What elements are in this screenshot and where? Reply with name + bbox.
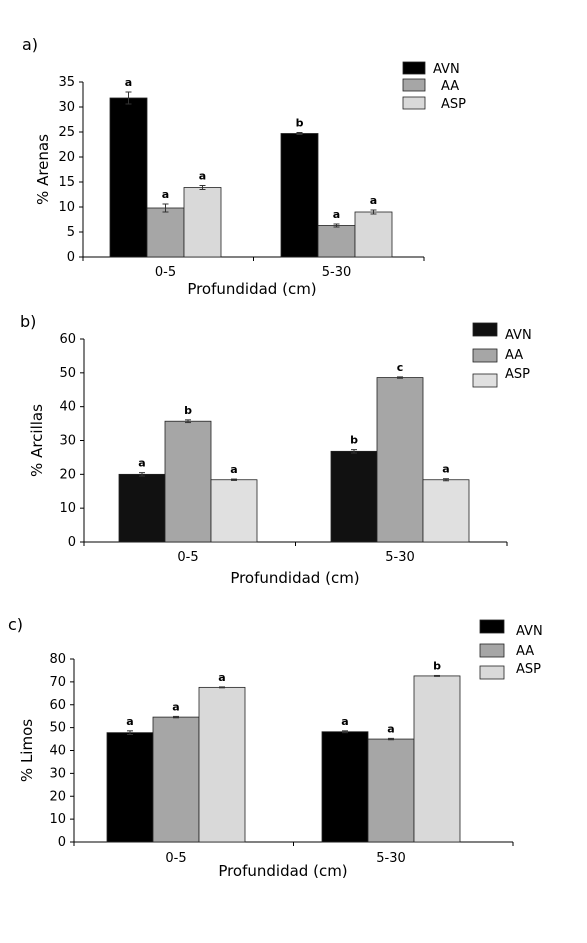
significance-label: b [296,117,304,130]
legend-label: AVN [505,328,532,343]
bar [422,479,470,543]
legend-swatch [472,373,498,388]
y-tick-label: 30 [59,434,76,449]
y-tick-label: 50 [59,366,76,381]
y-tick-label: 35 [58,75,75,90]
y-tick-label: 10 [59,501,76,516]
legend-label: ASP [505,367,530,382]
y-tick-label: 70 [49,675,66,690]
significance-label: b [433,659,441,672]
significance-label: a [199,170,206,183]
significance-label: b [350,434,358,447]
y-tick-label: 10 [49,812,66,827]
y-axis-title: % Arcillas [28,404,46,477]
y-tick-label: 60 [59,332,76,347]
bar [164,420,212,543]
significance-label: a [341,715,348,728]
bar [146,207,185,258]
bar [210,479,258,543]
bar [321,731,369,843]
panel-label: c) [8,615,23,634]
legend-label: AA [505,348,523,363]
x-axis-title: Profundidad (cm) [187,280,316,298]
significance-label: a [333,208,340,221]
legend-label: AVN [433,62,460,77]
y-tick-label: 0 [58,835,66,850]
y-tick-label: 40 [59,400,76,415]
bar [152,716,200,843]
y-axis-title: % Limos [18,719,36,782]
legend-swatch [479,643,505,658]
y-tick-label: 20 [59,467,76,482]
significance-label: a [387,722,394,735]
significance-label: a [162,188,169,201]
x-axis-title: Profundidad (cm) [230,569,359,587]
bar [413,675,461,843]
legend-swatch [402,61,426,75]
panel-label: b) [20,312,36,331]
significance-label: a [126,715,133,728]
y-tick-label: 5 [67,225,75,240]
x-tick-label: 5-30 [385,550,415,565]
significance-label: a [172,700,179,713]
panel-label: a) [22,35,38,54]
bar [198,686,246,843]
bar [280,133,319,258]
y-tick-label: 80 [49,652,66,667]
significance-label: a [442,463,449,476]
y-axis-title: % Arenas [34,134,52,205]
y-tick-label: 40 [49,744,66,759]
significance-label: a [218,671,225,684]
significance-label: a [370,194,377,207]
y-tick-label: 30 [58,100,75,115]
bar [106,732,154,843]
x-tick-label: 5-30 [322,265,352,280]
x-tick-label: 5-30 [376,851,406,866]
significance-label: a [125,76,132,89]
x-tick-label: 0-5 [165,851,186,866]
legend-swatch [472,348,498,363]
x-tick-label: 0-5 [177,550,198,565]
bar [317,225,356,258]
legend-swatch [479,665,505,680]
significance-label: b [184,404,192,417]
bar [109,97,148,258]
y-tick-label: 25 [58,125,75,140]
bar [183,187,222,258]
bar [330,450,378,543]
significance-label: a [230,463,237,476]
x-tick-label: 0-5 [155,265,176,280]
legend-swatch [402,78,426,92]
significance-label: a [138,457,145,470]
y-tick-label: 50 [49,721,66,736]
legend-label: AVN [516,624,543,639]
x-axis-title: Profundidad (cm) [218,862,347,880]
legend-swatch [472,322,498,337]
legend-label: AA [441,79,459,94]
y-tick-label: 0 [67,250,75,265]
bar [367,738,415,843]
y-tick-label: 20 [49,789,66,804]
bar [376,377,424,543]
bar [118,473,166,543]
legend-label: ASP [516,662,541,677]
bar [354,211,393,258]
y-tick-label: 10 [58,200,75,215]
y-tick-label: 30 [49,766,66,781]
legend-swatch [402,96,426,110]
legend-label: AA [516,644,534,659]
significance-label: c [397,361,404,374]
legend-label: ASP [441,97,466,112]
y-tick-label: 0 [68,535,76,550]
y-tick-label: 20 [58,150,75,165]
legend-swatch [479,619,505,634]
y-tick-label: 60 [49,698,66,713]
y-tick-label: 15 [58,175,75,190]
